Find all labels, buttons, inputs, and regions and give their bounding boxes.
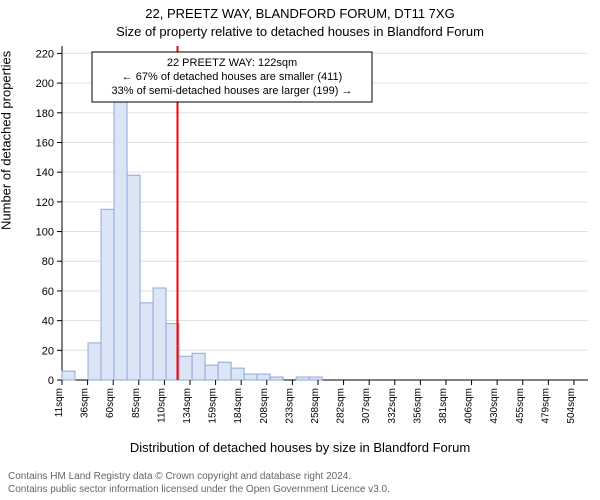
histogram-bar [114,68,127,380]
histogram-bar [88,343,101,380]
annotation-line: 33% of semi-detached houses are larger (… [112,85,353,97]
svg-text:356sqm: 356sqm [412,388,423,424]
annotation-line: ← 67% of detached houses are smaller (41… [122,71,343,83]
histogram-bar [62,371,75,380]
svg-text:233sqm: 233sqm [284,388,295,424]
svg-text:200: 200 [36,78,54,90]
svg-text:80: 80 [42,256,54,268]
histogram-bar [127,175,140,380]
annotation-line: 22 PREETZ WAY: 122sqm [167,57,297,69]
svg-text:220: 220 [36,48,54,60]
histogram-bar [296,377,309,380]
footer-line2: Contains public sector information licen… [8,484,592,497]
histogram-bar [140,303,153,380]
svg-text:479sqm: 479sqm [540,388,551,424]
svg-text:406sqm: 406sqm [464,388,475,424]
svg-text:282sqm: 282sqm [336,388,347,424]
svg-text:110sqm: 110sqm [156,388,167,423]
histogram-bar [309,377,322,380]
svg-text:455sqm: 455sqm [515,388,526,424]
histogram-bar [101,209,114,380]
histogram-bar [244,374,257,380]
histogram-bar [231,368,244,380]
svg-text:180: 180 [36,108,54,120]
histogram-bar [205,365,218,380]
svg-text:60sqm: 60sqm [105,388,116,418]
svg-text:381sqm: 381sqm [438,388,449,424]
histogram-bar [179,356,192,380]
svg-text:0: 0 [48,375,54,387]
svg-text:85sqm: 85sqm [131,388,142,418]
svg-text:430sqm: 430sqm [489,388,500,424]
svg-text:100: 100 [36,227,54,239]
histogram-bar [153,288,166,380]
svg-text:11sqm: 11sqm [54,388,65,417]
svg-text:159sqm: 159sqm [208,388,219,424]
histogram-bar [192,353,205,380]
svg-text:36sqm: 36sqm [80,388,91,418]
chart-svg: 0 20 40 60 80 100 120 140 160 180 200 220 11sqm 36sqm… [0,0,600,500]
svg-text:332sqm: 332sqm [387,388,398,424]
footer-attribution: Contains HM Land Registry data © Crown c… [8,471,592,496]
svg-text:504sqm: 504sqm [566,388,577,424]
svg-text:40: 40 [42,316,54,328]
svg-text:208sqm: 208sqm [259,388,270,424]
svg-text:120: 120 [36,197,54,209]
svg-text:140: 140 [36,167,54,179]
svg-text:160: 160 [36,137,54,149]
svg-text:134sqm: 134sqm [182,388,193,424]
svg-text:184sqm: 184sqm [233,388,244,424]
svg-text:258sqm: 258sqm [310,388,321,424]
svg-text:60: 60 [42,286,54,298]
histogram-bar [218,362,231,380]
footer-line1: Contains HM Land Registry data © Crown c… [8,471,592,484]
histogram-bar [257,374,270,380]
chart-container: 22, PREETZ WAY, BLANDFORD FORUM, DT11 7X… [0,0,600,500]
svg-text:20: 20 [42,345,54,357]
histogram-bar [270,377,283,380]
svg-text:307sqm: 307sqm [361,388,372,424]
